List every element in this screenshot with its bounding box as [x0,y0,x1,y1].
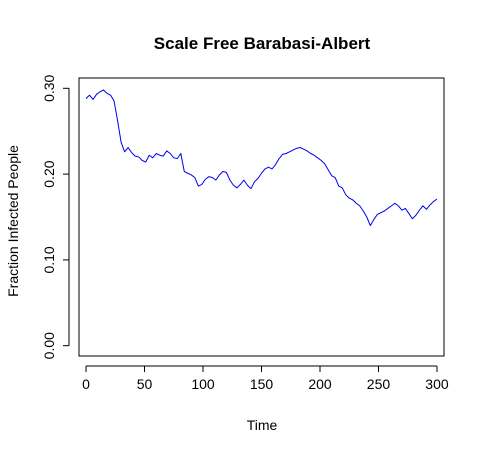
x-tick-label: 200 [308,376,332,392]
x-tick-label: 150 [250,376,274,392]
y-axis: 0.00 0.10 0.20 0.30 [41,74,70,359]
y-tick-label: 0.30 [41,74,57,101]
series-layer [85,89,438,227]
plot-area-frame [78,77,445,357]
x-tick-label: 0 [82,376,90,392]
x-tick-label: 300 [425,376,449,392]
x-tick-label: 250 [367,376,391,392]
chart-title: Scale Free Barabasi-Albert [154,34,371,53]
y-tick-label: 0.10 [41,246,57,273]
x-axis: 0 50 100 150 200 250 300 [82,365,449,392]
x-tick-label: 100 [191,376,215,392]
y-tick-label: 0.00 [41,332,57,359]
series-line [85,89,438,227]
y-tick-label: 0.20 [41,160,57,187]
x-tick-label: 50 [137,376,153,392]
x-axis-label: Time [247,417,278,433]
y-axis-label: Fraction Infected People [5,145,21,297]
